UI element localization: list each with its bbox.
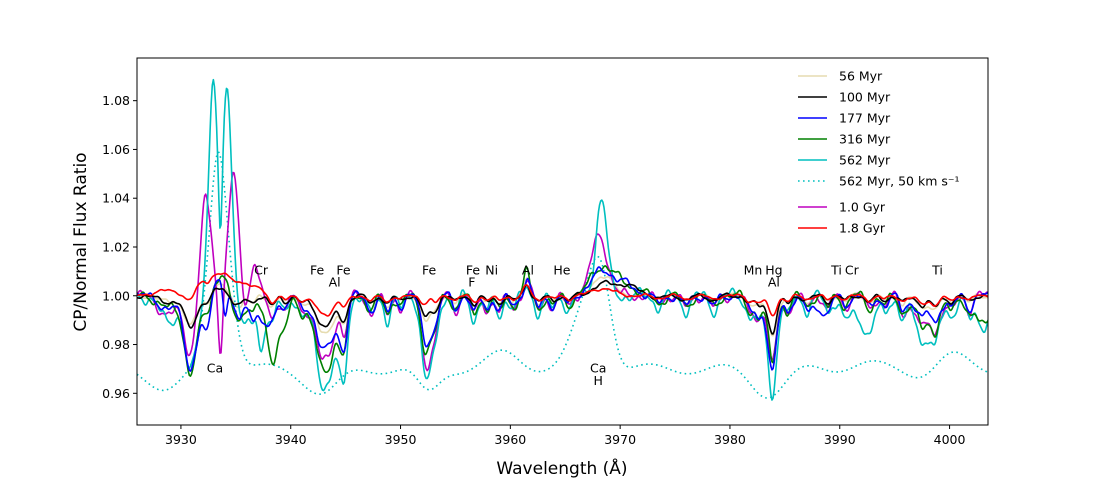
x-tick-label: 3960 xyxy=(494,432,526,447)
element-label: Al xyxy=(329,274,341,289)
element-label: Ca xyxy=(590,361,606,376)
legend-label: 562 Myr, 50 km s⁻¹ xyxy=(839,174,960,189)
legend-label: 316 Myr xyxy=(839,132,891,147)
legend-label: 1.0 Gyr xyxy=(839,200,886,215)
legend-label: 100 Myr xyxy=(839,90,891,105)
x-tick-label: 3950 xyxy=(385,432,417,447)
x-tick-label: 4000 xyxy=(934,432,966,447)
element-label: Mn xyxy=(744,262,763,277)
series-line-5 xyxy=(137,151,988,399)
x-tick-label: 3930 xyxy=(165,432,197,447)
x-tick-label: 3990 xyxy=(824,432,856,447)
element-label: Al xyxy=(522,262,534,277)
legend: 56 Myr 100 Myr 177 Myr 316 Myr 562 Myr 562 My… xyxy=(798,69,960,236)
element-label: Fe xyxy=(422,262,437,277)
element-label: Fe xyxy=(466,262,481,277)
element-label: Ca xyxy=(207,361,223,376)
x-axis-label: Wavelength (Å) xyxy=(496,457,627,479)
element-label: H xyxy=(593,373,602,388)
series-line-3 xyxy=(137,265,988,377)
legend-label: 1.8 Gyr xyxy=(839,221,886,236)
y-tick-label: 0.96 xyxy=(102,386,130,401)
y-tick-label: 1.00 xyxy=(102,288,130,303)
y-tick-label: 1.08 xyxy=(102,93,130,108)
element-label: Cr xyxy=(845,262,860,277)
plot-frame xyxy=(136,57,989,426)
x-tick-label: 3940 xyxy=(275,432,307,447)
y-tick-label: 0.98 xyxy=(102,337,130,352)
y-axis-label: CP/Normal Flux Ratio xyxy=(71,152,91,331)
x-tick-label: 3980 xyxy=(714,432,746,447)
element-label: Hg xyxy=(765,262,782,277)
element-label: He xyxy=(553,262,570,277)
element-label: Ti xyxy=(830,262,842,277)
element-label: Fe xyxy=(336,262,351,277)
y-tick-label: 1.06 xyxy=(102,142,130,157)
legend-label: 177 Myr xyxy=(839,111,891,126)
element-label: F xyxy=(468,274,475,289)
element-label: Fe xyxy=(310,262,325,277)
y-tick-label: 1.04 xyxy=(102,191,130,206)
x-tick-label: 3970 xyxy=(604,432,636,447)
element-label: Al xyxy=(768,274,780,289)
series-layer xyxy=(137,78,988,401)
series-line-4 xyxy=(137,78,988,401)
axis-ticks: 3930 3940 3950 3960 3970 3980 3990 4000 0.96 0.98… xyxy=(102,93,965,447)
series-line-7 xyxy=(137,272,988,317)
legend-label: 56 Myr xyxy=(839,69,883,84)
element-label: Ni xyxy=(485,262,498,277)
element-label: Ti xyxy=(931,262,943,277)
y-tick-label: 1.02 xyxy=(102,239,130,254)
element-label: Cr xyxy=(254,262,269,277)
legend-label: 562 Myr xyxy=(839,153,891,168)
series-line-0 xyxy=(137,276,988,337)
